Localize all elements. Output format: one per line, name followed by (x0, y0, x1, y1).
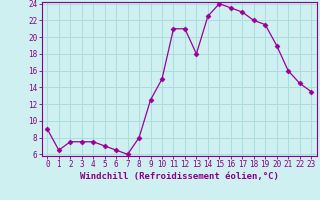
X-axis label: Windchill (Refroidissement éolien,°C): Windchill (Refroidissement éolien,°C) (80, 172, 279, 181)
